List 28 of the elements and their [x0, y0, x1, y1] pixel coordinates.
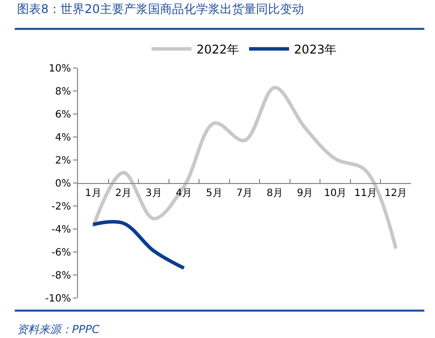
line-series	[91, 86, 398, 250]
chart-title: 图表8：世界20主要产浆国商品化学浆出货量同比变动	[17, 2, 304, 16]
y-tick-label: 0%	[55, 178, 71, 190]
line-series	[91, 220, 186, 270]
y-tick-label: 4%	[55, 132, 71, 144]
x-tick-label: 12月	[384, 188, 408, 199]
x-tick-label: 5月	[206, 188, 222, 199]
y-tick-label: 8%	[55, 86, 71, 98]
y-tick-label: -4%	[52, 224, 71, 236]
y-tick-label: 6%	[55, 110, 71, 120]
y-tick-label: 10%	[48, 64, 71, 74]
x-tick-label: 11月	[354, 188, 377, 199]
x-tick-label: 7月	[236, 188, 253, 199]
x-tick-label: 1月	[84, 188, 102, 199]
x-tick-label: 3月	[145, 188, 162, 199]
y-tick-label: -8%	[52, 270, 71, 282]
y-tick-label: -10%	[45, 294, 71, 304]
legend-label: 2022年	[196, 42, 240, 57]
x-tick-label: 10月	[324, 188, 347, 199]
x-tick-label: 2月	[115, 188, 132, 199]
y-tick-label: -2%	[52, 202, 71, 212]
legend-label: 2023年	[294, 42, 337, 57]
text: 资料来源：PPPC	[17, 323, 100, 336]
x-tick-label: 9月	[296, 188, 314, 199]
x-tick-label: 4月	[176, 188, 192, 199]
y-tick-label: -6%	[52, 248, 71, 258]
x-tick-label: 8月	[266, 188, 283, 199]
y-tick-label: 2%	[55, 156, 71, 166]
